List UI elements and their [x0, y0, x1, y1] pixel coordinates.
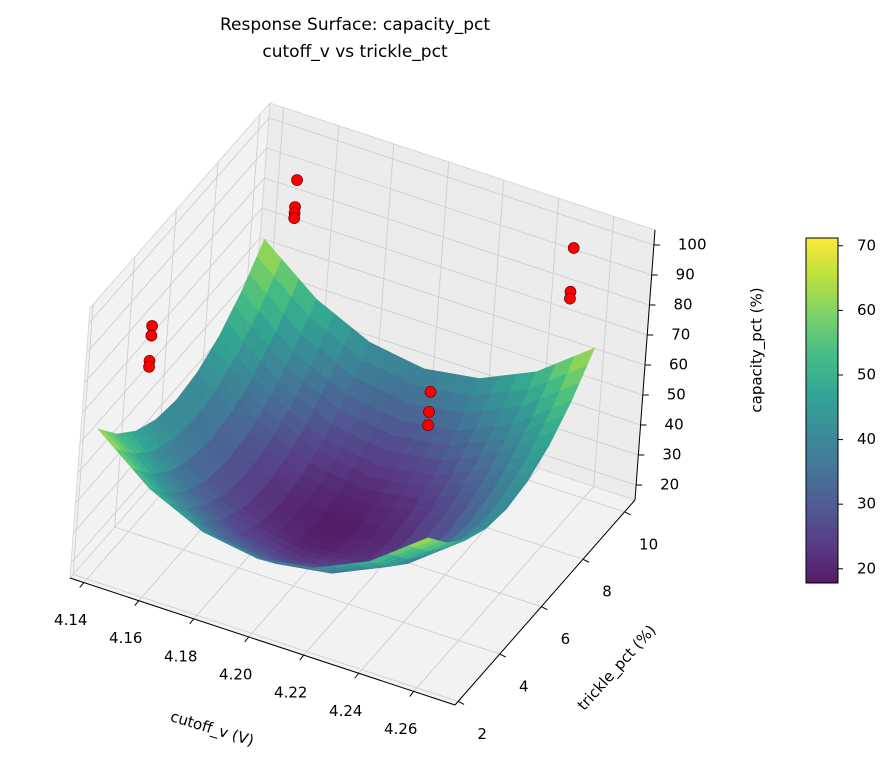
x-tick	[299, 654, 305, 661]
x-tick-label: 4.26	[384, 720, 417, 738]
grid-line	[88, 117, 270, 324]
colorbar-tick-label: 50	[857, 365, 876, 383]
x-tick-label: 4.18	[164, 647, 197, 665]
y-tick-label: 4	[519, 678, 529, 696]
scatter-point	[143, 360, 155, 373]
chart-title: Response Surface: capacity_pct	[220, 15, 490, 35]
z-tick-label: 80	[673, 296, 692, 314]
y-tick-label: 8	[602, 583, 612, 601]
grid-line	[81, 207, 263, 414]
surface-patch	[407, 537, 436, 548]
scatter-point	[424, 385, 437, 398]
scatter-point	[567, 242, 580, 254]
x-tick	[409, 691, 415, 697]
z-tick-label: 60	[669, 356, 688, 374]
grid-line	[266, 147, 652, 276]
grid-line	[262, 207, 648, 336]
x-tick	[134, 600, 140, 606]
surface	[97, 238, 596, 574]
colorbar-tick-label: 70	[857, 236, 876, 254]
y-tick	[624, 511, 631, 516]
colorbar-frame	[805, 237, 839, 584]
grid-line	[268, 117, 655, 246]
x-axis	[69, 577, 456, 706]
x-tick-label: 4.24	[329, 702, 362, 720]
x-tick	[244, 636, 250, 643]
y-tick	[582, 558, 590, 563]
grid-line	[79, 237, 261, 444]
grid-line	[114, 526, 500, 655]
y-tick	[499, 653, 506, 658]
y-axis	[454, 499, 636, 706]
chart-subtitle: cutoff_v vs trickle_pct	[262, 42, 448, 62]
z-tick-label: 20	[660, 476, 679, 494]
z-tick-label: 40	[665, 416, 684, 434]
x-tick	[79, 582, 85, 588]
grid-line	[72, 574, 459, 702]
x-tick-label: 4.20	[219, 665, 252, 683]
colorbar	[805, 237, 839, 584]
scatter-point	[291, 174, 303, 186]
colorbar-tick-label: 30	[857, 495, 876, 513]
z-tick-label: 100	[678, 236, 707, 254]
z-tick-label: 90	[676, 266, 695, 284]
colorbar-tick-label: 60	[857, 301, 876, 319]
scatter-point	[423, 406, 435, 418]
y-axis-label: trickle_pct (%)	[574, 621, 661, 714]
y-tick-label: 2	[477, 725, 487, 743]
scatter-point	[145, 329, 158, 342]
scatter-point	[288, 212, 301, 225]
z-tick-label: 70	[671, 326, 690, 344]
x-tick-label: 4.14	[54, 611, 87, 629]
x-axis-label: cutoff_v (V)	[168, 707, 256, 750]
y-tick-label: 10	[639, 535, 658, 553]
x-tick	[189, 618, 195, 625]
grid-line	[264, 177, 650, 306]
z-axis-label: capacity_pct (%)	[748, 287, 767, 412]
y-tick-label: 6	[561, 630, 571, 648]
x-tick	[354, 672, 360, 679]
x-tick-label: 4.16	[109, 629, 142, 647]
grid-line	[413, 486, 595, 692]
y-tick	[457, 700, 465, 705]
z-tick-label: 50	[667, 386, 686, 404]
colorbar-tick-label: 20	[857, 559, 876, 577]
grid-line	[86, 147, 268, 354]
z-tick-label: 30	[662, 446, 681, 464]
grid-line	[84, 177, 265, 384]
y-tick	[541, 606, 548, 611]
grid-line	[259, 237, 646, 366]
scatter-point	[422, 419, 434, 431]
scatter-point	[564, 292, 576, 305]
x-tick-label: 4.22	[274, 684, 307, 702]
colorbar-tick-label: 40	[857, 430, 876, 448]
